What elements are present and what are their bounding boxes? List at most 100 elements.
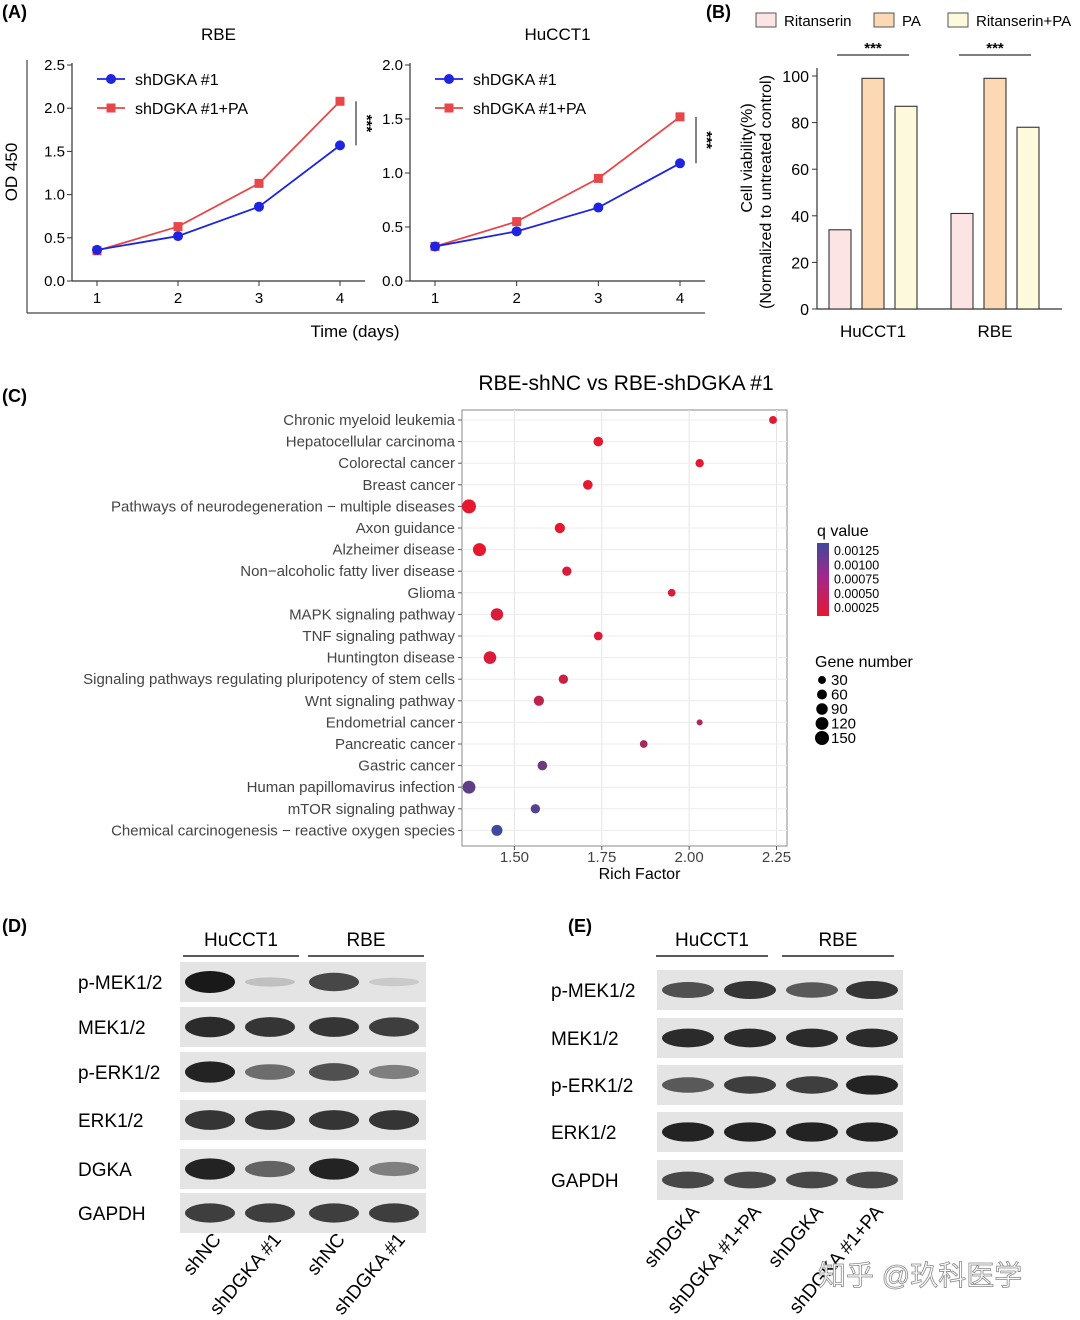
blot-band (245, 1160, 295, 1178)
blot-band (724, 1076, 776, 1094)
data-point (511, 226, 522, 237)
legend-label: Ritanserin (784, 13, 852, 30)
term-label: Signaling pathways regulating pluripoten… (83, 671, 455, 688)
significance-label: *** (698, 131, 715, 149)
group-label: HuCCT1 (204, 930, 278, 951)
blot-row-label: GAPDH (551, 1171, 619, 1192)
legend-swatch (873, 12, 895, 28)
data-point (335, 140, 345, 151)
panel-a: OD 450 Time (days) RBE 0.0 0.5 1.0 1.5 2.0 2.5… (2, 25, 715, 341)
x-axis-label: Rich Factor (599, 866, 681, 883)
term-label: mTOR signaling pathway (288, 801, 456, 818)
blot-band (245, 1110, 295, 1130)
term-label: Pathways of neurodegeneration − multiple… (111, 498, 455, 515)
legend-swatch (755, 12, 777, 28)
size-legend-dot (816, 703, 828, 715)
q-colorbar (817, 543, 829, 616)
data-point (512, 217, 522, 227)
bar (983, 77, 1007, 310)
legend-marker (106, 74, 116, 84)
x-tick-label: HuCCT1 (840, 322, 906, 341)
legend-swatch (947, 12, 969, 28)
blot-band (309, 1158, 359, 1180)
data-point (593, 202, 604, 213)
legend-marker (106, 103, 116, 113)
data-point (491, 824, 503, 836)
blot-row-label: MEK1/2 (78, 1018, 146, 1039)
term-label: Alzheimer disease (332, 542, 455, 559)
legend-label: shDGKA #1+PA (473, 101, 586, 118)
size-legend-dot (815, 717, 829, 730)
term-label: Endometrial cancer (326, 714, 455, 731)
q-legend-label: 0.00050 (834, 587, 879, 601)
blot-band (846, 1028, 898, 1048)
data-point (675, 112, 685, 122)
blot-band (309, 972, 359, 992)
q-legend-title: q value (817, 523, 869, 540)
y-tick-label: 0.0 (382, 273, 403, 290)
data-point (173, 231, 183, 242)
data-point (254, 178, 264, 188)
data-point (582, 479, 593, 490)
data-point (593, 173, 603, 183)
panel-label-a: (A) (2, 2, 27, 22)
term-label: MAPK signaling pathway (289, 606, 455, 623)
term-label: Glioma (407, 585, 455, 602)
data-point (639, 740, 648, 748)
legend-label: shDGKA #1 (473, 72, 557, 89)
y-axis-label-2: (Normalized to untreated control) (758, 75, 775, 309)
data-point (173, 222, 183, 232)
data-point (490, 608, 504, 621)
blot-band (724, 1028, 776, 1048)
blot-band (245, 977, 295, 987)
blot-band (786, 1076, 838, 1094)
q-legend-label: 0.00100 (834, 558, 879, 572)
bar (828, 229, 852, 310)
x-tick-label: RBE (978, 322, 1013, 341)
bar (1016, 126, 1040, 310)
blot-band (786, 1171, 838, 1189)
blot-band (724, 980, 776, 1000)
x-tick-label: 1.75 (587, 849, 616, 866)
blot-band (185, 1158, 235, 1180)
blot-band (245, 1017, 295, 1037)
bar (950, 212, 974, 310)
x-tick-label: 2.25 (762, 849, 791, 866)
group-label: RBE (346, 930, 385, 951)
blot-band (662, 1122, 714, 1142)
term-label: Wnt signaling pathway (305, 693, 456, 710)
y-tick-label: 1.0 (44, 187, 65, 204)
y-tick-label: 0 (800, 302, 809, 319)
term-label: Chronic myeloid leukemia (283, 412, 455, 429)
blot-row-label: ERK1/2 (551, 1123, 616, 1144)
y-tick-label: 0.0 (44, 273, 65, 290)
legend-label: Ritanserin+PA (976, 13, 1071, 30)
panel-label-d: (D) (2, 916, 27, 936)
data-point (593, 436, 604, 447)
blot-band (662, 1171, 714, 1189)
bar (861, 77, 885, 310)
size-legend-title: Gene number (815, 654, 914, 671)
term-label: Pancreatic cancer (335, 736, 455, 753)
data-point (537, 760, 548, 771)
blot-row-label: MEK1/2 (551, 1029, 619, 1050)
lane-label: shNC (179, 1230, 226, 1280)
x-tick-label: 1 (93, 290, 101, 307)
blot-band (724, 1122, 776, 1142)
blot-band (662, 1077, 714, 1093)
y-tick-label: 2.0 (44, 100, 65, 117)
data-point (593, 631, 603, 641)
data-point (335, 96, 345, 106)
blot-band (846, 1171, 898, 1189)
blot-band (786, 1122, 838, 1142)
blot-band (369, 1203, 419, 1223)
x-tick-label: 2.00 (675, 849, 704, 866)
blot-band (185, 1203, 235, 1223)
term-label: Axon guidance (356, 520, 455, 537)
panel-label-c: (C) (2, 386, 27, 406)
y-tick-label: 40 (791, 209, 809, 226)
blot-row-label: p-ERK1/2 (551, 1076, 633, 1097)
data-point (461, 499, 476, 514)
data-point (695, 459, 704, 468)
data-point (562, 566, 572, 576)
